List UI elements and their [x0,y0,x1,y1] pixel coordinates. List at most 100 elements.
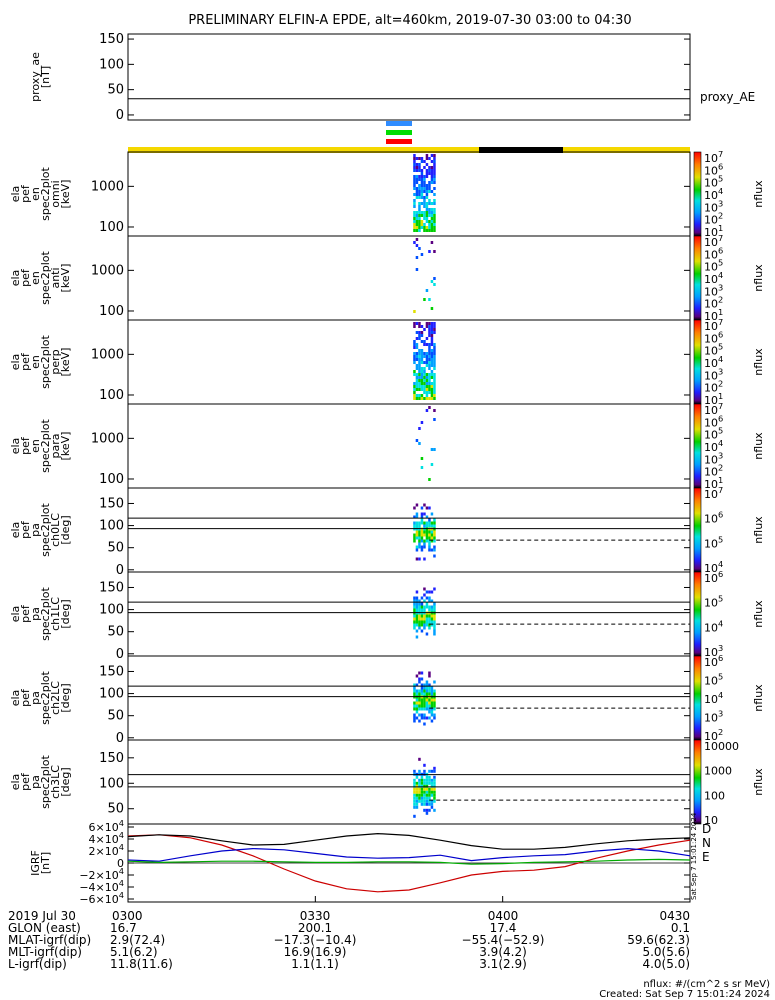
spec-cell [413,805,416,809]
ytick-label: 100 [99,776,124,791]
spec-cell [425,701,429,705]
spectrogram-pa_ch0 [413,503,436,561]
ytick-label: 0 [116,108,124,123]
spec-cell [423,178,426,181]
spec-cell [423,397,426,400]
ylabel-line: proxy_ae [29,52,42,102]
ytick-label: 50 [107,802,124,817]
spec-cell [423,790,426,794]
spec-cell [425,787,429,791]
spec-cell [413,599,416,603]
spec-cell [420,394,424,397]
spec-cell [418,397,421,400]
spec-cell [423,379,426,382]
spec-cell [423,802,426,806]
spec-cell [423,175,426,178]
spec-cell [430,802,434,806]
spec-cell [428,683,431,687]
igrf-series-total [127,832,691,850]
spec-cell [428,542,431,546]
spec-cell [433,331,436,334]
spec-cell [430,307,434,310]
spec-cell [413,790,416,794]
spec-cell [415,385,419,388]
spec-cell [423,587,426,591]
spec-cell [418,352,421,355]
spec-cell [415,790,419,794]
spec-cell [428,346,431,349]
spec-cell [433,766,436,770]
spec-cell [428,223,431,226]
spec-cell [413,701,416,705]
spec-cell [415,545,419,549]
spec-cell [413,539,416,543]
spec-cell [433,394,436,397]
spec-cell [415,805,419,809]
ylabel-line: spec2plot [39,671,52,725]
spec-cell [418,202,421,205]
spec-cell [433,533,436,537]
spec-cell [420,421,424,424]
spec-cell [428,388,431,391]
spec-cell [415,157,419,160]
spec-cell [415,701,419,705]
spec-cell [430,211,434,214]
spec-cell [415,698,419,702]
ylabel-line: ch1LC [49,597,62,631]
spec-cell [425,506,429,510]
spec-cell [423,385,426,388]
spec-cell [428,775,431,779]
spec-cell [423,707,426,711]
spec-cell [425,388,429,391]
spec-cell [430,614,434,618]
spec-cell [420,692,424,696]
colorbar-tick: 106 [704,161,723,177]
ylabel-line: ela [9,354,22,371]
spec-cell [423,692,426,696]
spec-cell [430,340,434,343]
spec-cell [428,331,431,334]
spec-cell [430,175,434,178]
spec-cell [433,784,436,788]
spec-cell [425,515,429,519]
colorbar-tick: 106 [704,653,723,669]
spec-cell [415,352,419,355]
panel-frame [127,571,691,657]
spec-cell [418,623,421,627]
spec-cell [423,605,426,609]
spec-cell [420,169,424,172]
spec-cell [415,781,419,785]
spec-cell [413,692,416,696]
spec-cell [413,614,416,618]
footer-value: 2.9(72.4) [110,933,165,947]
spec-cell [415,166,419,169]
colorbar-tick: 103 [704,282,723,298]
spec-cell [430,370,434,373]
spec-cell [428,778,431,782]
spec-cell [425,716,429,720]
spec-cell [418,217,421,220]
spec-cell [420,385,424,388]
spec-cell [418,781,421,785]
footer-value: 16.9(16.9) [284,945,347,959]
spec-cell [430,397,434,400]
footer-value: 0430 [659,909,690,923]
units-note: nflux: #/(cm^2 s sr MeV) [643,979,770,990]
spec-cell [415,614,419,618]
spec-cell [430,608,434,612]
spec-cell [418,671,421,675]
spec-cell [423,701,426,705]
panel-frame [127,319,691,405]
colorbar-tick: 106 [704,510,723,526]
spec-cell [413,769,416,773]
spec-cell [425,632,429,636]
ytick-label: 150 [99,496,124,511]
spec-cell [423,781,426,785]
spec-cell [428,769,431,773]
spec-cell [418,370,421,373]
spec-cell [415,629,419,633]
spec-cell [425,781,429,785]
spec-cell [428,169,431,172]
spec-cell [418,704,421,708]
